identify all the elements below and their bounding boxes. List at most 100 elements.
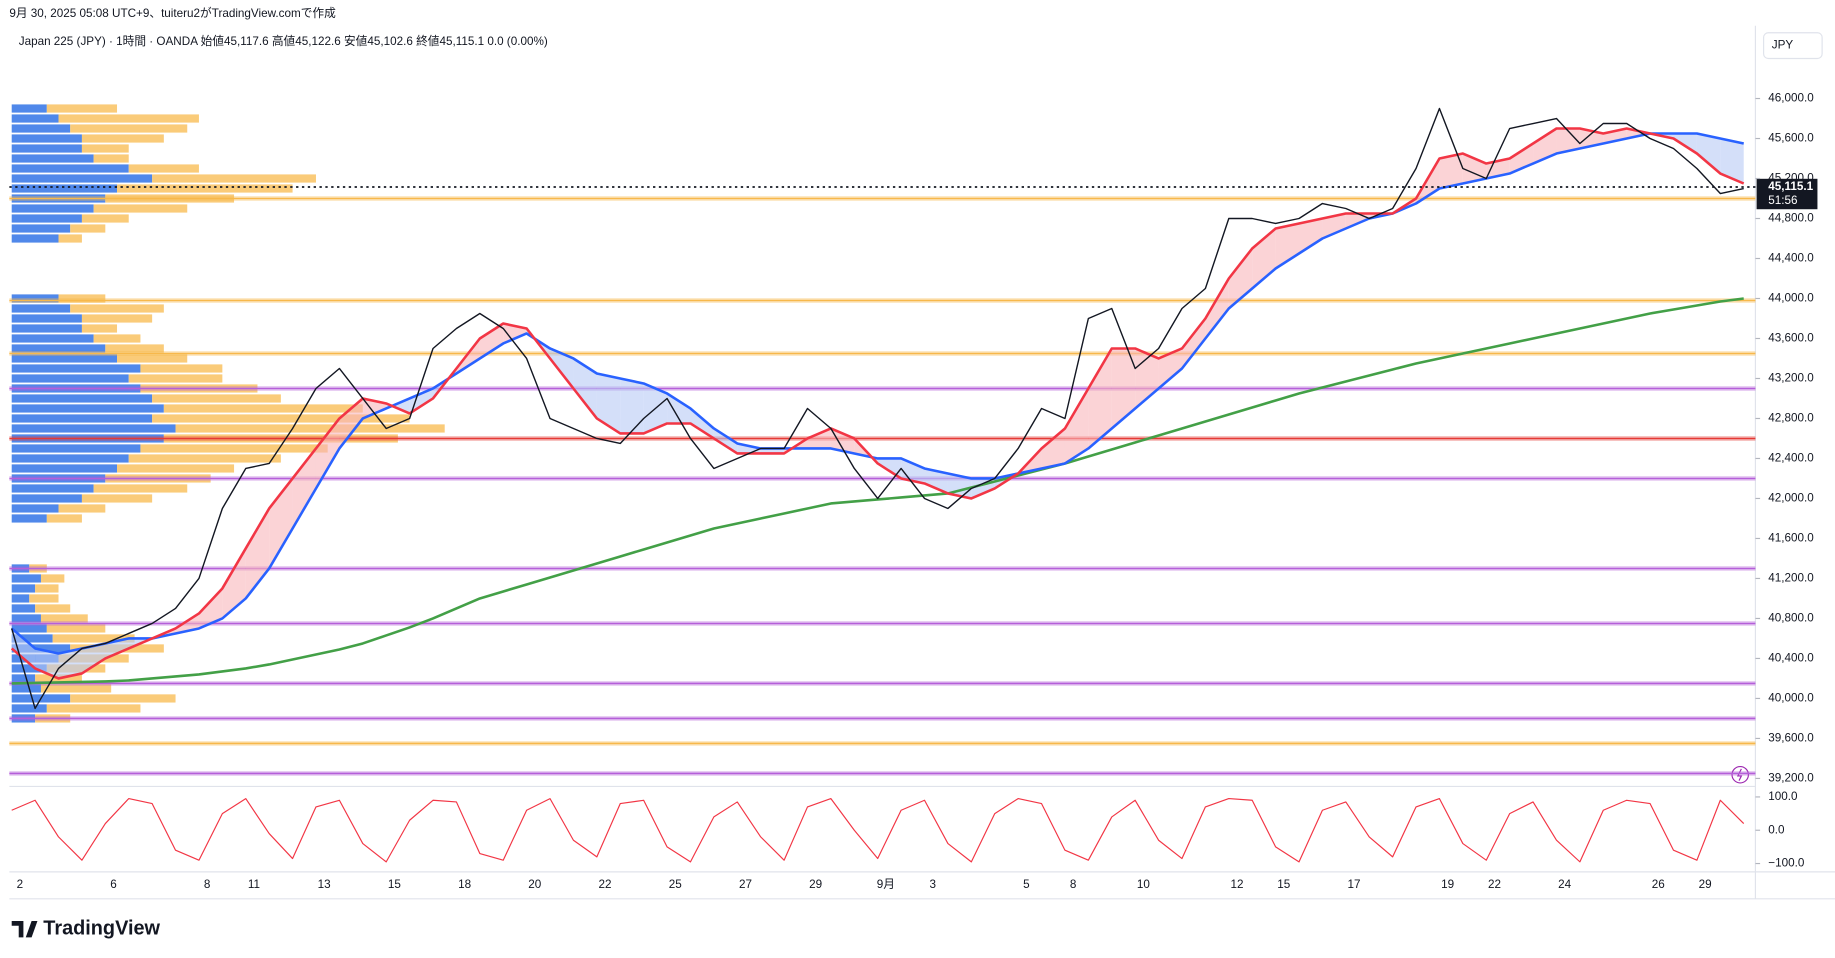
profile-bar	[11, 324, 82, 333]
x-tick-label: 12	[1230, 878, 1243, 891]
y-tick-label: 41,600.0	[1768, 532, 1814, 545]
profile-bar	[11, 634, 53, 643]
profile-bar	[11, 584, 36, 593]
profile-bar	[11, 514, 47, 523]
x-tick-label: 13	[318, 878, 331, 891]
profile-bar	[46, 704, 141, 713]
ma-cloud	[315, 418, 340, 489]
ma-cloud	[690, 408, 714, 439]
profile-bar	[58, 114, 199, 123]
y-tick-label: 43,600.0	[1768, 332, 1814, 345]
currency: JPY	[1772, 39, 1794, 52]
profile-bar	[152, 394, 281, 403]
ma-cloud	[830, 428, 855, 454]
ma-cloud	[1556, 128, 1580, 154]
profile-bar	[11, 424, 176, 433]
profile-bar	[11, 374, 129, 383]
profile-bar	[93, 154, 129, 163]
x-tick-label: 29	[809, 878, 822, 891]
profile-bar	[175, 424, 445, 433]
y-tick-label: 44,800.0	[1768, 212, 1814, 225]
last-price-label: 45,115.1	[1768, 180, 1813, 193]
profile-bar	[81, 314, 153, 323]
x-tick-label: 15	[1277, 878, 1290, 891]
profile-bar	[11, 364, 141, 373]
x-tick-label: 11	[248, 878, 260, 891]
ma-cloud	[1041, 428, 1065, 469]
ma-cloud	[550, 348, 574, 389]
profile-bar	[93, 204, 188, 213]
ma-cloud	[292, 448, 316, 529]
osc-tick-label: −100.0	[1768, 857, 1805, 870]
y-tick-label: 44,000.0	[1768, 292, 1814, 305]
osc-tick-label: 100.0	[1768, 790, 1798, 803]
ma-cloud	[1205, 278, 1229, 339]
profile-bar	[11, 444, 141, 453]
ma-cloud	[1322, 213, 1346, 239]
profile-bar	[11, 624, 47, 633]
profile-bar	[117, 464, 235, 473]
profile-bar	[11, 314, 82, 323]
ma-cloud	[479, 323, 504, 359]
ma-cloud	[713, 428, 738, 454]
profile-bar	[128, 164, 199, 173]
profile-bar	[11, 334, 94, 343]
y-tick-label: 44,400.0	[1768, 252, 1814, 265]
profile-bar	[70, 124, 188, 133]
profile-bar	[11, 114, 59, 123]
ma-cloud	[667, 393, 691, 424]
profile-bar	[11, 494, 82, 503]
profile-bar	[11, 144, 82, 153]
ma-cloud	[901, 458, 925, 484]
profile-bar	[11, 154, 94, 163]
x-tick-label: 3	[929, 878, 936, 891]
x-tick-label: 5	[1023, 878, 1030, 891]
profile-bar	[40, 684, 112, 693]
moving-average	[10, 127, 1745, 680]
x-tick-label: 25	[669, 878, 683, 891]
x-tick-label: 26	[1652, 878, 1665, 891]
profile-bar	[11, 164, 129, 173]
profile-bar	[11, 224, 71, 233]
profile-bar	[35, 604, 71, 613]
y-tick-label: 40,800.0	[1768, 612, 1814, 625]
y-tick-label: 45,200.0	[1768, 172, 1814, 185]
y-tick-label: 40,400.0	[1768, 652, 1814, 665]
ma-cloud	[1064, 388, 1089, 464]
profile-bar	[11, 414, 153, 423]
currency-button[interactable]	[1763, 32, 1823, 60]
logo-mark	[11, 921, 38, 938]
countdown: 51:56	[1768, 194, 1797, 207]
profile-bar	[11, 464, 118, 473]
profile-bar	[11, 594, 30, 603]
profile-bar	[11, 214, 82, 223]
profile-bar	[11, 604, 36, 613]
x-tick-label: 20	[528, 878, 542, 891]
profile-bar	[117, 184, 293, 193]
profile-bar	[93, 334, 141, 343]
y-tick-label: 42,400.0	[1768, 452, 1814, 465]
ma-cloud	[81, 643, 106, 674]
price-line	[11, 107, 1744, 710]
profile-bar	[93, 484, 188, 493]
y-tick-label: 42,800.0	[1768, 412, 1814, 425]
profile-bar	[11, 184, 118, 193]
x-tick-label: 8	[1070, 878, 1077, 891]
y-tick-label: 40,000.0	[1768, 692, 1814, 705]
profile-bar	[11, 674, 36, 683]
y-tick-label: 41,200.0	[1768, 572, 1814, 585]
profile-bar	[11, 124, 71, 133]
ma-cloud	[198, 588, 223, 629]
alert-bolt	[1736, 768, 1743, 781]
profile-bar	[46, 624, 106, 633]
ma-cloud	[596, 373, 621, 434]
profile-bar	[70, 694, 176, 703]
x-tick-label: 8	[204, 878, 211, 891]
profile-bar	[11, 404, 164, 413]
ma-cloud	[339, 398, 363, 449]
alert-icon[interactable]	[1731, 765, 1749, 784]
ma-cloud	[58, 648, 82, 679]
ma-cloud	[1181, 318, 1206, 369]
profile-bar	[117, 354, 188, 363]
